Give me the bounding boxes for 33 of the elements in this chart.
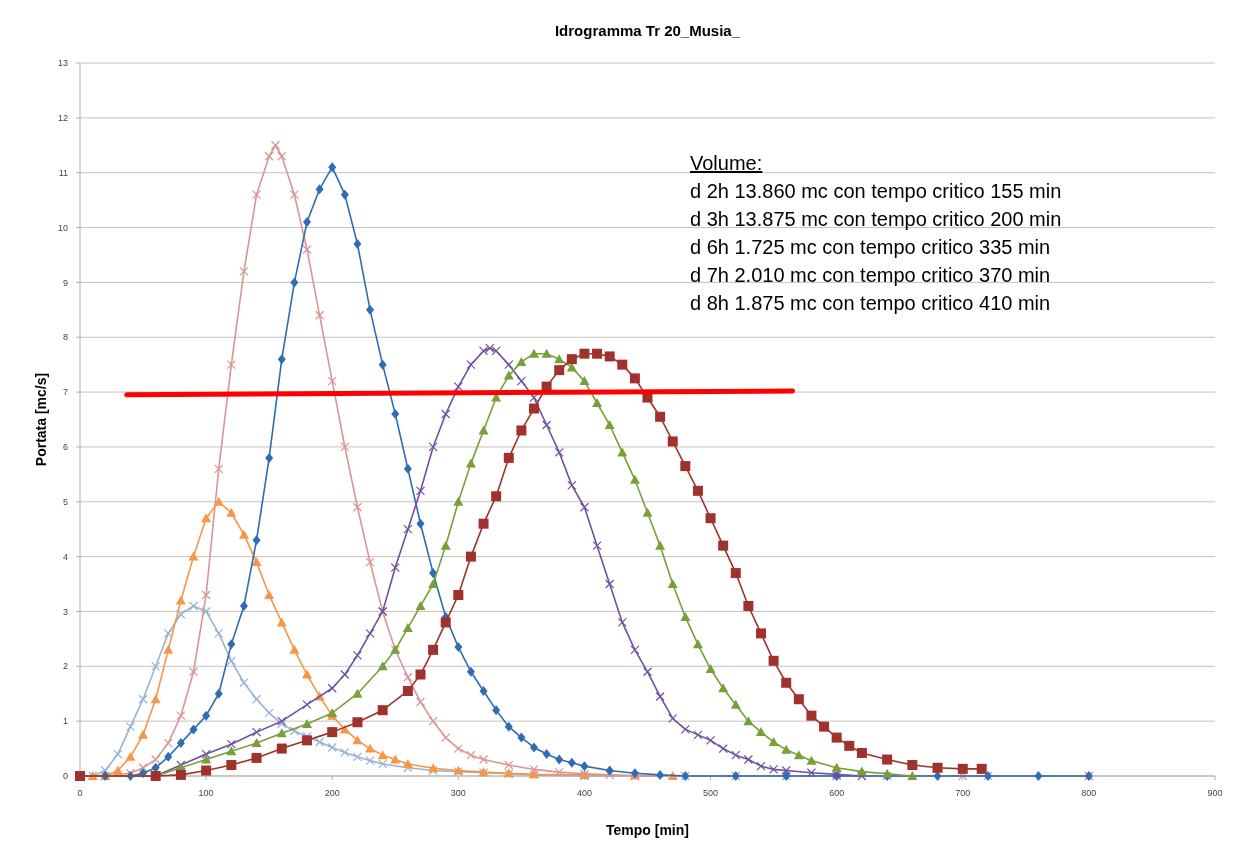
x-tick-label: 400 bbox=[576, 788, 592, 798]
y-tick-label: 6 bbox=[62, 442, 68, 453]
y-tick-label: 12 bbox=[57, 113, 68, 123]
y-tick-label: 2 bbox=[62, 661, 68, 672]
y-tick-label: 9 bbox=[62, 277, 68, 288]
y-tick-label: 10 bbox=[57, 222, 68, 233]
x-tick-label: 200 bbox=[324, 788, 340, 798]
annotation: d 2h 13.860 mc con tempo critico 155 min bbox=[690, 180, 1062, 202]
annotation: d 7h 2.010 mc con tempo critico 370 min bbox=[690, 264, 1051, 286]
y-tick-label: 1 bbox=[62, 716, 68, 727]
y-tick-label: 13 bbox=[57, 58, 68, 69]
annotation: d 6h 1.725 mc con tempo critico 335 min bbox=[690, 236, 1051, 258]
x-axis-title: Tempo [min] bbox=[606, 822, 689, 838]
annotation: Volume: bbox=[690, 152, 763, 174]
x-tick-label: 300 bbox=[450, 788, 466, 798]
x-tick-label: 600 bbox=[829, 788, 845, 798]
x-tick-label: 900 bbox=[1207, 788, 1223, 798]
annotation: d 8h 1.875 mc con tempo critico 410 min bbox=[690, 292, 1051, 314]
y-axis-title: Portata [mc/s] bbox=[33, 372, 49, 467]
x-tick-label: 100 bbox=[198, 788, 214, 798]
x-tick-label: 500 bbox=[703, 788, 719, 798]
y-tick-label: 4 bbox=[62, 551, 68, 562]
y-tick-label: 0 bbox=[62, 771, 68, 782]
y-tick-label: 3 bbox=[62, 606, 68, 617]
y-tick-label: 11 bbox=[58, 167, 68, 178]
y-tick-label: 5 bbox=[62, 496, 68, 507]
annotation: d 3h 13.875 mc con tempo critico 200 min bbox=[690, 208, 1062, 230]
x-tick-label: 800 bbox=[1081, 788, 1097, 798]
y-tick-label: 8 bbox=[62, 332, 68, 343]
x-tick-label: 0 bbox=[77, 788, 83, 798]
chart-title: Idrogramma Tr 20_Musia_ bbox=[554, 22, 741, 39]
y-tick-label: 7 bbox=[62, 387, 68, 398]
x-tick-label: 700 bbox=[955, 788, 971, 798]
